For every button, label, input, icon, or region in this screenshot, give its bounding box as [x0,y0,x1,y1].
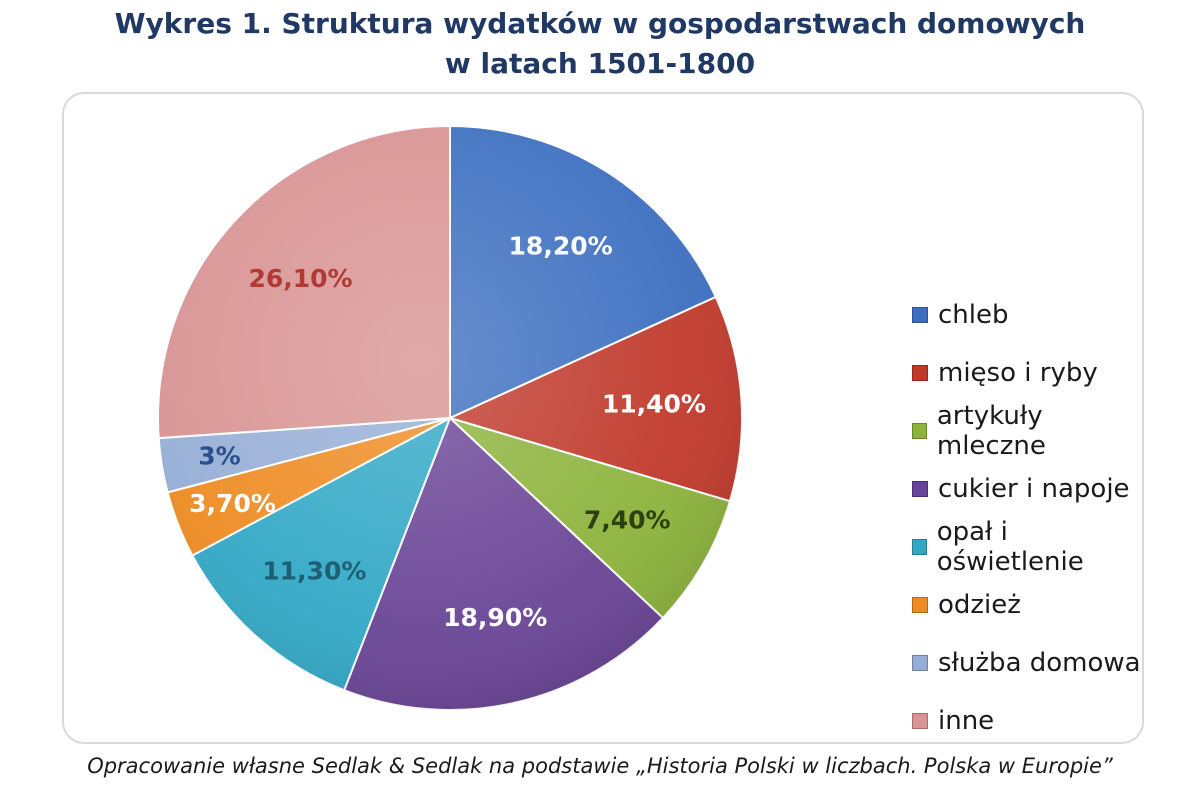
legend-swatch-4 [912,539,927,555]
chart-title: Wykres 1. Struktura wydatków w gospodars… [0,4,1200,84]
chart-title-line-1: Wykres 1. Struktura wydatków w gospodars… [114,7,1086,40]
legend-item-4: opał i oświetlenie [912,517,1142,577]
legend-swatch-6 [912,655,928,671]
legend: chleb mięso i ryby artykuły mleczne cukier … [912,286,1142,750]
legend-label-1: mięso i ryby [938,358,1098,388]
data-label-1: 11,40% [602,389,706,418]
legend-item-6: służba domowa [912,634,1142,692]
data-label-4: 11,30% [262,556,366,585]
legend-label-2: artykuły mleczne [936,401,1046,461]
chart-area: 18,20% 11,40% 7,40% 18,90% 11,30% 3,70% 3% 26,1… [62,92,1144,744]
legend-swatch-0 [912,307,928,323]
legend-label-5: odzież [938,590,1021,620]
legend-label-0: chleb [938,300,1009,330]
legend-item-3: cukier i napoje [912,460,1142,518]
legend-item-7: inne [912,692,1142,750]
pie-data-labels: 18,20% 11,40% 7,40% 18,90% 11,30% 3,70% 3% 26,1… [189,232,706,632]
legend-label-4: opał i oświetlenie [936,517,1084,577]
legend-item-5: odzież [912,576,1142,634]
data-label-6: 3% [198,441,240,470]
data-label-2: 7,40% [584,505,671,534]
legend-swatch-7 [912,713,928,729]
legend-label-6: służba domowa [938,648,1141,678]
data-label-0: 18,20% [509,232,613,261]
legend-swatch-2 [912,423,927,439]
data-label-5: 3,70% [189,489,276,518]
legend-swatch-1 [912,365,928,381]
legend-item-1: mięso i ryby [912,344,1142,402]
data-label-3: 18,90% [443,603,547,632]
legend-label-7: inne [938,706,995,736]
legend-label-3: cukier i napoje [938,474,1130,504]
source-note: Opracowanie własne Sedlak & Sedlak na po… [87,754,1113,778]
legend-swatch-5 [912,597,928,613]
legend-item-0: chleb [912,286,1142,344]
legend-item-2: artykuły mleczne [912,401,1142,461]
data-label-7: 26,10% [248,264,352,293]
chart-subtitle: w latach 1501-1800 [444,47,756,80]
legend-swatch-3 [912,481,928,497]
